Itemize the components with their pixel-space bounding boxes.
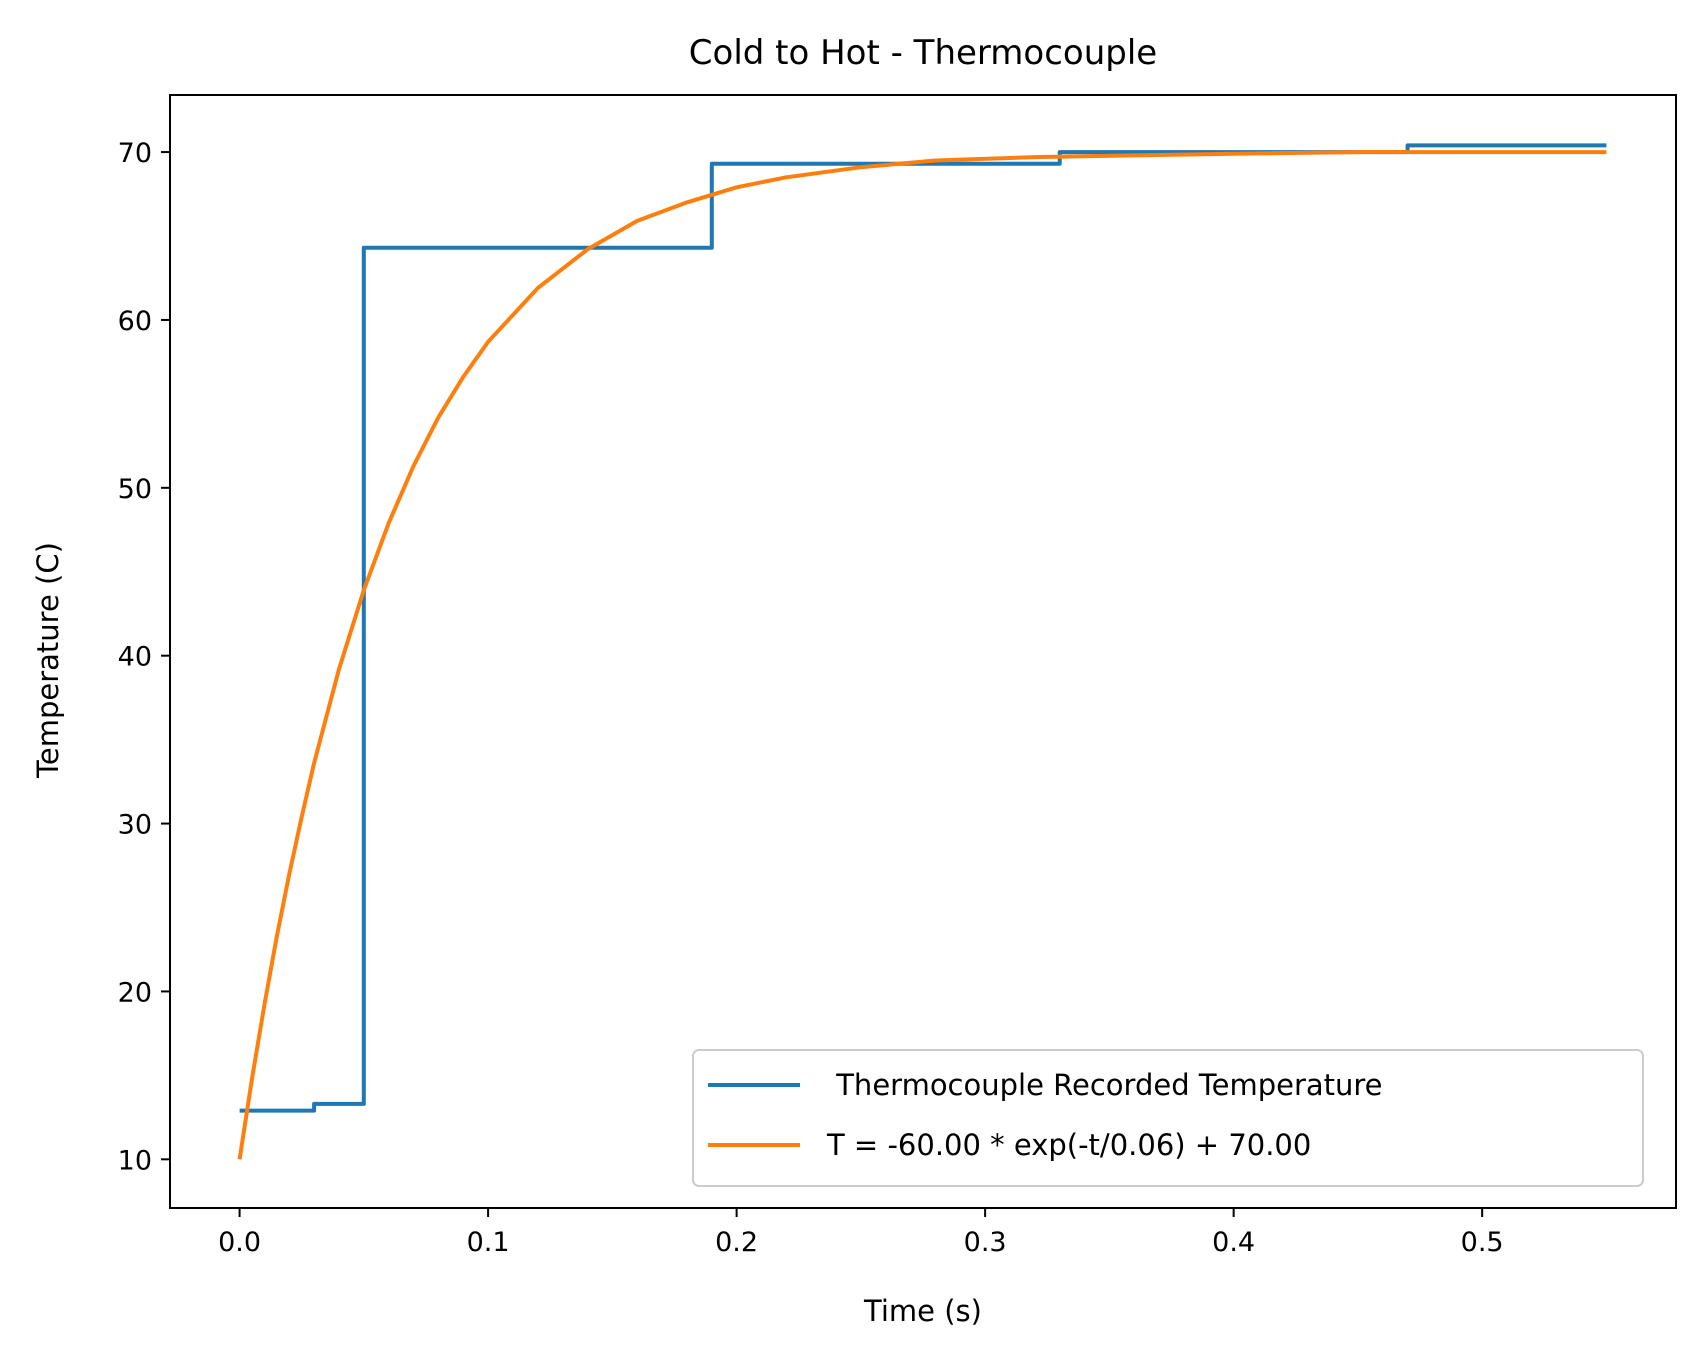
x-axis-label: Time (s) — [863, 1294, 982, 1328]
y-tick-label: 70 — [118, 138, 152, 169]
plot-area — [237, 143, 1607, 1160]
series-line-fit — [237, 150, 1607, 1160]
y-tick-label: 50 — [118, 474, 152, 505]
x-tick-label: 0.0 — [218, 1227, 261, 1258]
y-tick-label: 10 — [118, 1145, 152, 1176]
y-axis-ticks: 10 20 30 40 50 60 70 — [118, 138, 170, 1176]
y-tick-label: 20 — [118, 977, 152, 1008]
x-tick-label: 0.2 — [715, 1227, 758, 1258]
legend-box — [692, 1049, 1644, 1187]
y-axis-label: Temperature (C) — [31, 542, 65, 779]
legend: Thermocouple Recorded Temperature T = -6… — [692, 1049, 1644, 1187]
chart-title: Cold to Hot - Thermocouple — [689, 33, 1157, 73]
x-tick-label: 0.3 — [964, 1227, 1007, 1258]
plot-frame — [169, 94, 1677, 1209]
y-tick-label: 40 — [118, 642, 152, 673]
y-tick-label: 60 — [118, 306, 152, 337]
x-tick-label: 0.1 — [467, 1227, 510, 1258]
x-axis-ticks: 0.0 0.1 0.2 0.3 0.4 0.5 — [218, 1208, 1504, 1258]
x-tick-label: 0.4 — [1212, 1227, 1255, 1258]
legend-label-thermocouple: Thermocouple Recorded Temperature — [827, 1068, 1383, 1102]
x-tick-label: 0.5 — [1461, 1227, 1504, 1258]
y-tick-label: 30 — [118, 810, 152, 841]
legend-label-fit: T = -60.00 * exp(-t/0.06) + 70.00 — [826, 1128, 1311, 1162]
